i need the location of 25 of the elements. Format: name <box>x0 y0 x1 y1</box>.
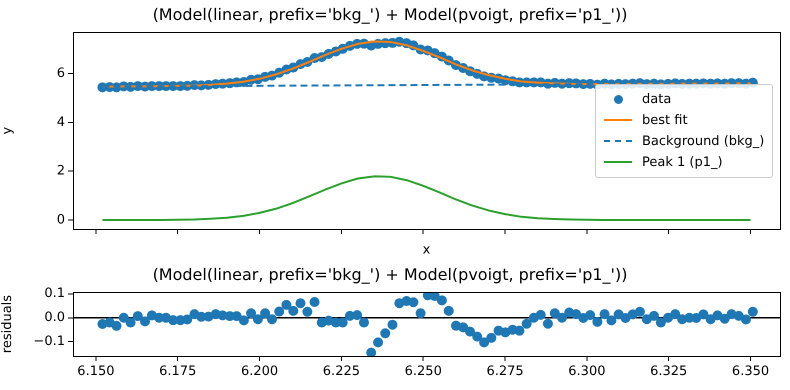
chart-title: (Model(linear, prefix='bkg_') + Model(pvoigt, prefix='p1_')) <box>152 264 628 284</box>
x-tick-label: 6.175 <box>159 364 196 380</box>
legend-label: Background (bkg_) <box>642 134 764 149</box>
y-tick-label: 6 <box>56 66 65 82</box>
x-tick-label: 6.350 <box>732 364 770 380</box>
x-tick-label: 6.250 <box>404 364 442 380</box>
x-tick-label: 6.275 <box>486 364 524 380</box>
y-tick-label: −0.1 <box>33 334 65 350</box>
y-axis-title: y <box>0 126 16 134</box>
x-tick-label: 6.225 <box>322 364 360 380</box>
x-tick-label: 6.300 <box>568 364 606 380</box>
legend-label: Peak 1 (p1_) <box>642 154 723 170</box>
chart-title: (Model(linear, prefix='bkg_') + Model(pvoigt, prefix='p1_')) <box>152 4 628 24</box>
x-tick-label: 6.150 <box>77 364 115 380</box>
y-tick-label: 2 <box>56 164 65 179</box>
x-axis-title: x <box>422 242 431 258</box>
x-tick-label: 6.325 <box>650 364 688 380</box>
y-tick-label: 4 <box>56 114 65 130</box>
legend-label: best fit <box>642 112 688 128</box>
legend-label: data <box>642 92 672 107</box>
x-tick-label: 6.200 <box>240 364 278 380</box>
y-tick-label: 0.0 <box>44 310 65 326</box>
y-axis-title: residuals <box>0 294 16 354</box>
y-tick-label: 0 <box>56 212 65 228</box>
y-tick-label: 0.1 <box>44 286 65 302</box>
